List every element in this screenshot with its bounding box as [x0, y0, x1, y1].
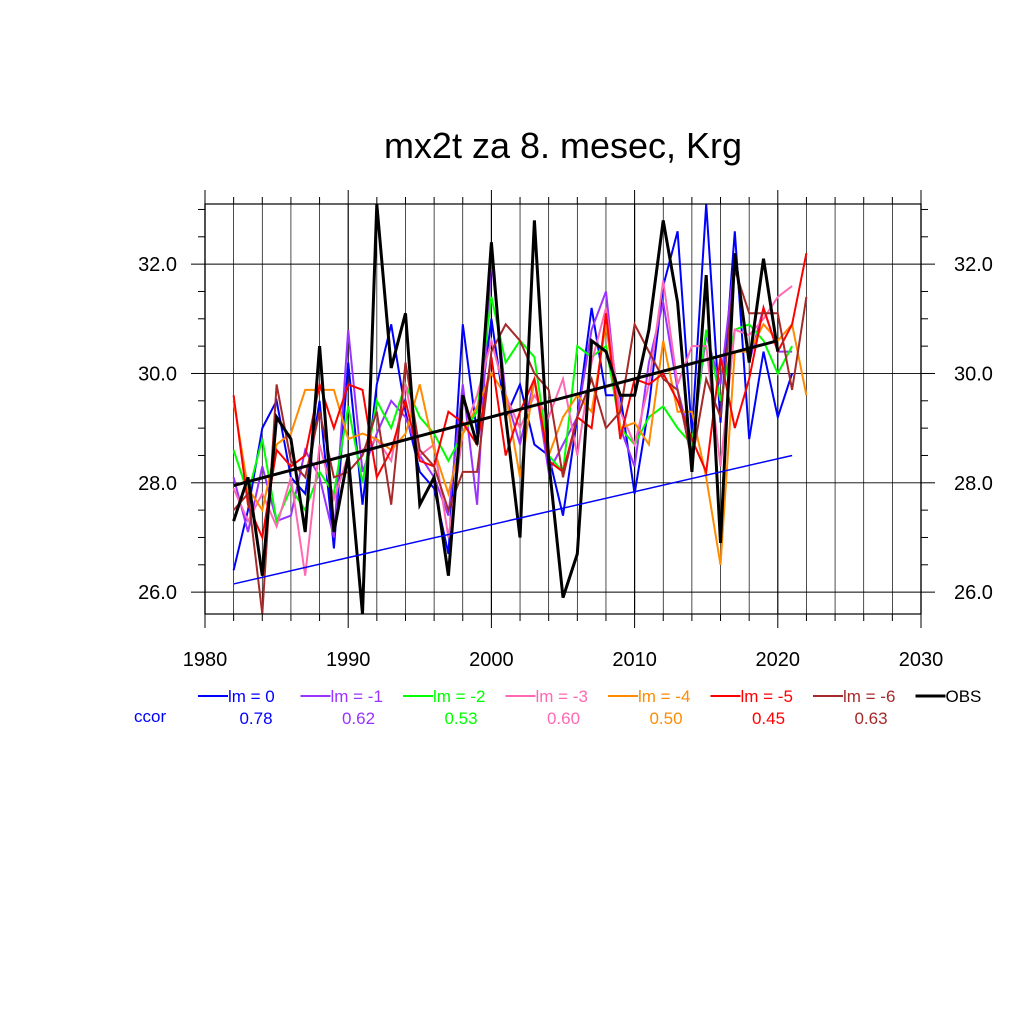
legend-label-2: lm = -2	[433, 687, 485, 706]
legend-label-6: lm = -6	[843, 687, 895, 706]
x-tick-label: 1980	[183, 649, 228, 671]
y-tick-label: 32.0	[138, 254, 177, 276]
x-tick-label: 2000	[469, 649, 514, 671]
y-tick-label-right: 30.0	[954, 363, 993, 385]
trend-lines	[233, 339, 793, 585]
series-lines	[232, 203, 808, 615]
ccor-value-1: 0.62	[342, 709, 375, 728]
legend-label-5: lm = -5	[741, 687, 793, 706]
legend-label-4: lm = -4	[638, 687, 690, 706]
ccor-value-5: 0.45	[752, 709, 785, 728]
y-tick-label: 26.0	[138, 582, 177, 604]
legend-label-0: lm = 0	[228, 687, 275, 706]
axis-ticks	[191, 190, 935, 628]
trend-line-1	[233, 339, 779, 487]
y-tick-label: 28.0	[138, 473, 177, 495]
ccor-value-4: 0.50	[649, 709, 682, 728]
y-tick-label-right: 28.0	[954, 473, 993, 495]
series-line-4	[232, 322, 808, 565]
ccor-value-2: 0.53	[444, 709, 477, 728]
chart-title: mx2t za 8. mesec, Krg	[384, 125, 742, 166]
x-tick-label: 2020	[756, 649, 801, 671]
plot-frame	[204, 203, 922, 615]
legend-label-7: OBS	[946, 687, 982, 706]
trend-line-0	[233, 454, 793, 585]
ccor-value-3: 0.60	[547, 709, 580, 728]
series-line-7	[232, 203, 780, 615]
x-tick-label: 2010	[612, 649, 657, 671]
ccor-label: ccor	[134, 707, 166, 726]
ccor-value-6: 0.63	[854, 709, 887, 728]
legend-label-3: lm = -3	[536, 687, 588, 706]
series-line-5	[232, 253, 808, 542]
x-tick-label: 2030	[899, 649, 944, 671]
grid-lines	[204, 204, 922, 614]
y-tick-label-right: 32.0	[954, 254, 993, 276]
legend: lm = 0 0.78 lm = -1 0.62 lm = -2 0.53 lm = -3 0…	[134, 687, 981, 728]
y-tick-label: 30.0	[138, 363, 177, 385]
tick-labels: 1980 1990 2000 2010 2020 2030 26.0 26.0 28.0 28.0…	[138, 254, 993, 671]
x-tick-label: 1990	[326, 649, 371, 671]
y-tick-label-right: 26.0	[954, 582, 993, 604]
ccor-value-0: 0.78	[239, 709, 272, 728]
legend-label-1: lm = -1	[331, 687, 383, 706]
